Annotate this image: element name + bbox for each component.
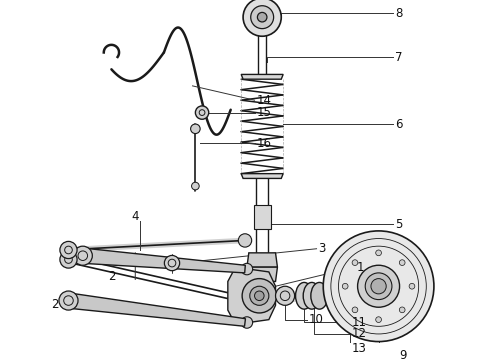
Polygon shape	[68, 293, 245, 326]
Text: 2: 2	[51, 298, 59, 311]
Circle shape	[399, 260, 405, 265]
Circle shape	[250, 286, 269, 305]
Circle shape	[371, 279, 386, 294]
Circle shape	[242, 279, 276, 313]
Polygon shape	[82, 248, 245, 273]
Text: 12: 12	[352, 328, 367, 341]
Text: 13: 13	[352, 342, 367, 355]
Text: 9: 9	[399, 350, 407, 360]
Text: 2: 2	[109, 270, 116, 283]
Polygon shape	[254, 205, 271, 229]
Circle shape	[238, 234, 252, 247]
Circle shape	[241, 264, 253, 275]
Circle shape	[241, 317, 253, 328]
Polygon shape	[247, 253, 277, 267]
Text: 16: 16	[256, 137, 271, 150]
Circle shape	[59, 291, 78, 310]
Circle shape	[376, 250, 381, 256]
Circle shape	[251, 6, 273, 29]
Ellipse shape	[295, 283, 313, 309]
Circle shape	[323, 231, 434, 342]
Circle shape	[409, 283, 415, 289]
Circle shape	[376, 317, 381, 323]
Circle shape	[275, 286, 294, 305]
Ellipse shape	[303, 283, 320, 309]
Text: 7: 7	[395, 51, 402, 64]
Ellipse shape	[311, 283, 328, 309]
Text: 5: 5	[395, 218, 402, 231]
Text: 3: 3	[318, 242, 326, 255]
Circle shape	[192, 182, 199, 190]
Text: 14: 14	[256, 94, 271, 107]
Text: 1: 1	[357, 261, 364, 274]
Circle shape	[191, 124, 200, 134]
Circle shape	[352, 307, 358, 313]
Circle shape	[164, 256, 180, 271]
Circle shape	[60, 242, 77, 258]
Circle shape	[365, 273, 392, 300]
Text: 4: 4	[131, 210, 139, 223]
Circle shape	[196, 106, 209, 119]
Circle shape	[352, 260, 358, 265]
Circle shape	[257, 12, 267, 22]
Circle shape	[358, 265, 399, 307]
Text: 6: 6	[395, 117, 402, 131]
Circle shape	[74, 246, 92, 265]
Polygon shape	[228, 267, 275, 324]
Text: 11: 11	[352, 316, 367, 329]
Circle shape	[254, 291, 264, 301]
Polygon shape	[241, 75, 283, 79]
Circle shape	[399, 307, 405, 313]
Polygon shape	[241, 174, 283, 179]
Text: 8: 8	[395, 7, 402, 20]
Text: 10: 10	[309, 313, 324, 326]
Circle shape	[60, 251, 77, 268]
Text: 15: 15	[256, 106, 271, 119]
Polygon shape	[247, 267, 277, 282]
Circle shape	[243, 0, 281, 36]
Circle shape	[343, 283, 348, 289]
